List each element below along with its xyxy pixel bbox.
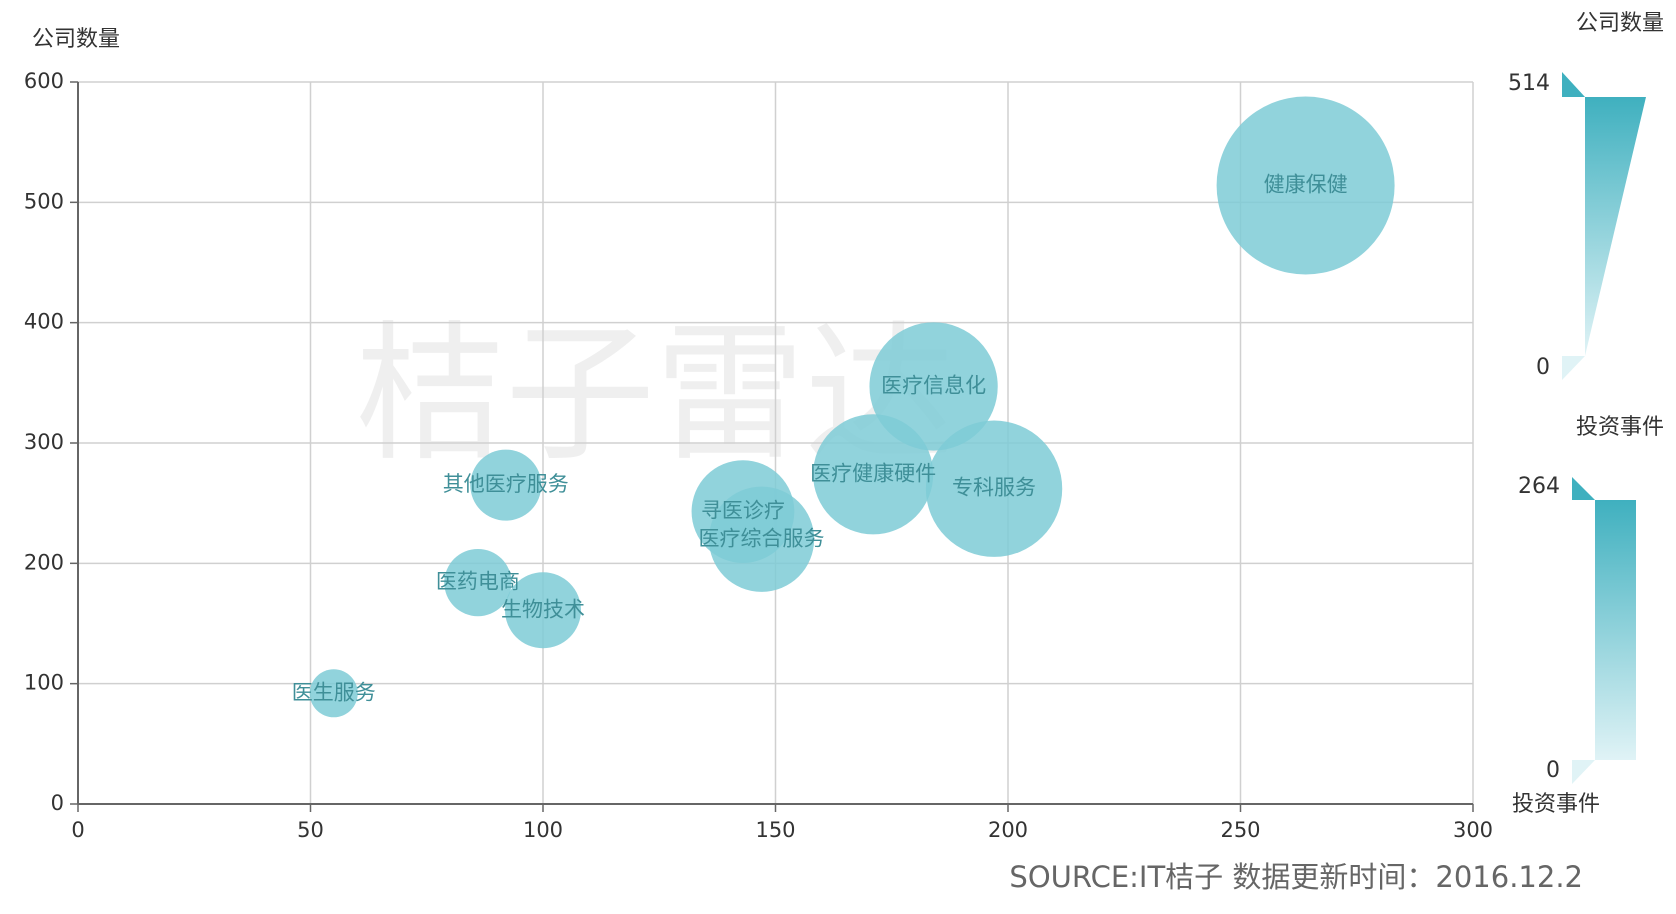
source: SOURCE:IT桔子 数据更新时间：2016.12.2 xyxy=(1009,860,1583,894)
bubble xyxy=(444,548,512,617)
x-tick-label: 0 xyxy=(71,818,84,842)
bubble-label: 健康保健 xyxy=(1264,172,1348,196)
y-tick-label: 0 xyxy=(51,791,64,815)
y-tick-label: 400 xyxy=(24,310,64,334)
visual-map-handle xyxy=(1562,356,1585,380)
visual-map-bar xyxy=(1585,97,1646,356)
x-tick-label: 100 xyxy=(523,818,563,842)
visual-map-max: 514 xyxy=(1508,71,1550,96)
bubble-label: 医疗信息化 xyxy=(881,373,986,397)
y-axis-title: 公司数量 xyxy=(32,27,120,52)
bubble xyxy=(309,669,358,718)
bubble xyxy=(869,322,998,451)
bubble-label: 医疗综合服务 xyxy=(699,526,825,550)
bubble xyxy=(470,449,542,521)
visual-map-bottom-title: 投资事件 xyxy=(1512,792,1600,817)
visual-map-title: 公司数量 xyxy=(1576,11,1664,36)
bubble xyxy=(505,572,581,649)
visual-map-min: 0 xyxy=(1536,355,1550,380)
bubble xyxy=(925,420,1063,557)
x-tick-label: 50 xyxy=(297,818,324,842)
bubble xyxy=(1216,96,1395,275)
y-tick-label: 500 xyxy=(24,189,64,213)
y-tick-label: 600 xyxy=(24,69,64,93)
bubble-label: 医药电商 xyxy=(436,570,520,594)
x-tick-label: 250 xyxy=(1220,818,1260,842)
y-tick-label: 100 xyxy=(24,671,64,695)
bubble xyxy=(813,414,934,535)
visual-map-handle xyxy=(1572,477,1595,500)
bubble-label: 其他医疗服务 xyxy=(443,472,569,496)
bubble-label: 生物技术 xyxy=(501,597,585,621)
bubble-label: 医生服务 xyxy=(292,680,376,704)
bubble-label: 寻医诊疗 xyxy=(701,499,785,523)
visual-map-max: 264 xyxy=(1518,474,1560,499)
y-tick-label: 200 xyxy=(24,550,64,574)
bubble-label: 专科服务 xyxy=(952,476,1036,500)
y-tick-label: 300 xyxy=(24,430,64,454)
visual-map-title: 投资事件 xyxy=(1576,415,1664,440)
bubble xyxy=(708,486,815,592)
visual-map-handle xyxy=(1572,760,1595,784)
x-tick-label: 150 xyxy=(755,818,795,842)
bubbles xyxy=(309,96,1395,718)
visual-map-bar xyxy=(1595,500,1636,760)
visual-map-min: 0 xyxy=(1546,758,1560,783)
x-tick-label: 300 xyxy=(1453,818,1493,842)
x-tick-label: 200 xyxy=(988,818,1028,842)
visual-map-handle xyxy=(1562,72,1585,97)
bubble-label: 医疗健康硬件 xyxy=(810,461,936,485)
